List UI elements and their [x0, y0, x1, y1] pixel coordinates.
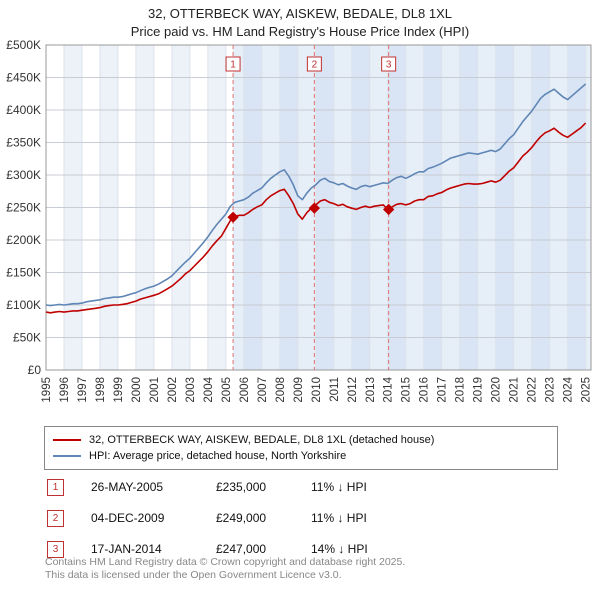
sale-marker-diamond — [227, 211, 239, 223]
x-tick-label: 2019 — [473, 377, 485, 403]
x-tick-label: 2013 — [365, 377, 377, 403]
x-tick-label: 2014 — [383, 376, 395, 402]
copyright-footer: Contains HM Land Registry data © Crown c… — [45, 556, 405, 582]
legend-label-hpi: HPI: Average price, detached house, Nort… — [89, 450, 347, 462]
x-tick-label: 2004 — [203, 376, 215, 402]
x-tick-label: 2016 — [419, 377, 431, 403]
y-tick-label: £50K — [13, 331, 41, 345]
sale-marker-diamond — [382, 203, 395, 216]
y-tick-label: £100K — [6, 298, 41, 312]
x-tick-label: 2010 — [311, 377, 323, 403]
x-tick-label: 1999 — [113, 377, 125, 403]
sale-marker-diamond — [308, 202, 321, 214]
x-tick-label: 2008 — [275, 377, 287, 403]
y-tick-label: £200K — [6, 233, 41, 247]
x-tick-label: 2005 — [221, 377, 233, 403]
y-tick-label: £0 — [28, 363, 42, 377]
price-chart-svg: £0 £50K £100K £150K £200K £250K £300K £350K £400… — [6, 38, 593, 403]
x-tick-label: 2024 — [563, 376, 575, 402]
legend-label-property: 32, OTTERBECK WAY, AISKEW, BEDALE, DL8 1… — [89, 434, 435, 446]
footer-line-2: This data is licensed under the Open Gov… — [45, 569, 342, 581]
footer-line-1: Contains HM Land Registry data © Crown c… — [45, 556, 406, 568]
sale-price: £235,000 — [216, 480, 267, 494]
transactions-table: 1 26-MAY-2005 £235,000 11% ↓ HPI 2 04-DE… — [47, 476, 567, 569]
sale-number: 2 — [312, 60, 318, 71]
y-tick-label: £250K — [6, 201, 41, 215]
table-row: 3 17-JAN-2014 £247,000 14% ↓ HPI — [47, 538, 567, 560]
x-tick-label: 1996 — [59, 377, 71, 403]
page-title: 32, OTTERBECK WAY, AISKEW, BEDALE, DL8 1… — [148, 6, 452, 21]
hpi-line — [45, 83, 587, 307]
sale-number-badge: 3 — [47, 540, 64, 558]
property-line-swatch — [53, 439, 81, 441]
x-tick-label: 2007 — [257, 377, 269, 403]
x-tick-label: 2023 — [545, 377, 557, 403]
x-tick-label: 2021 — [509, 377, 521, 403]
legend-item-property: 32, OTTERBECK WAY, AISKEW, BEDALE, DL8 1… — [53, 432, 549, 448]
x-tick-label: 2012 — [347, 377, 359, 403]
hpi-line-swatch — [53, 455, 81, 457]
sale-number: 1 — [230, 60, 236, 71]
y-tick-label: £400K — [6, 103, 41, 117]
x-tick-label: 2011 — [329, 377, 341, 402]
sale-date: 26-MAY-2005 — [91, 480, 164, 494]
x-tick-label: 1997 — [77, 377, 89, 403]
x-tick-label: 2015 — [401, 377, 413, 403]
y-tick-label: £350K — [6, 136, 41, 150]
sale-number-box — [381, 56, 397, 72]
sale-vs-hpi: 11% ↓ HPI — [311, 480, 367, 494]
plot-border — [45, 44, 592, 371]
x-tick-label: 2006 — [239, 377, 251, 403]
x-tick-label: 2009 — [293, 377, 305, 403]
chart-legend: 32, OTTERBECK WAY, AISKEW, BEDALE, DL8 1… — [44, 426, 558, 470]
x-tick-label: 2000 — [131, 377, 143, 403]
sale-price: £247,000 — [216, 542, 267, 556]
sale-number-badge: 2 — [47, 509, 64, 527]
sale-date: 04-DEC-2009 — [91, 511, 165, 525]
x-tick-label: 2003 — [185, 377, 197, 403]
x-tick-label: 2020 — [491, 377, 503, 403]
table-row: 2 04-DEC-2009 £249,000 11% ↓ HPI — [47, 507, 567, 529]
y-tick-label: £300K — [6, 168, 41, 182]
x-tick-label: 2002 — [167, 377, 179, 403]
y-tick-label: £500K — [6, 38, 41, 52]
sale-vs-hpi: 11% ↓ HPI — [311, 511, 367, 525]
x-tick-label: 1995 — [41, 377, 53, 403]
sale-date: 17-JAN-2014 — [91, 542, 162, 556]
sale-number-badge: 1 — [47, 478, 64, 496]
sale-number: 3 — [386, 60, 392, 71]
x-tick-label: 2018 — [455, 377, 467, 403]
x-tick-label: 2017 — [437, 377, 449, 403]
table-row: 1 26-MAY-2005 £235,000 11% ↓ HPI — [47, 476, 567, 498]
x-tick-label: 1998 — [95, 377, 107, 403]
sale-price: £249,000 — [216, 511, 267, 525]
x-tick-label: 2022 — [527, 377, 539, 403]
x-tick-label: 2025 — [581, 377, 593, 403]
legend-item-hpi: HPI: Average price, detached house, Nort… — [53, 448, 549, 464]
y-tick-label: £450K — [6, 71, 41, 85]
sale-number-box — [306, 56, 322, 72]
x-tick-label: 2001 — [149, 377, 161, 403]
y-tick-label: £150K — [6, 266, 41, 280]
sale-vs-hpi: 14% ↓ HPI — [311, 542, 368, 556]
sale-number-box — [225, 56, 241, 72]
page-subtitle: Price paid vs. HM Land Registry's House … — [130, 24, 470, 39]
